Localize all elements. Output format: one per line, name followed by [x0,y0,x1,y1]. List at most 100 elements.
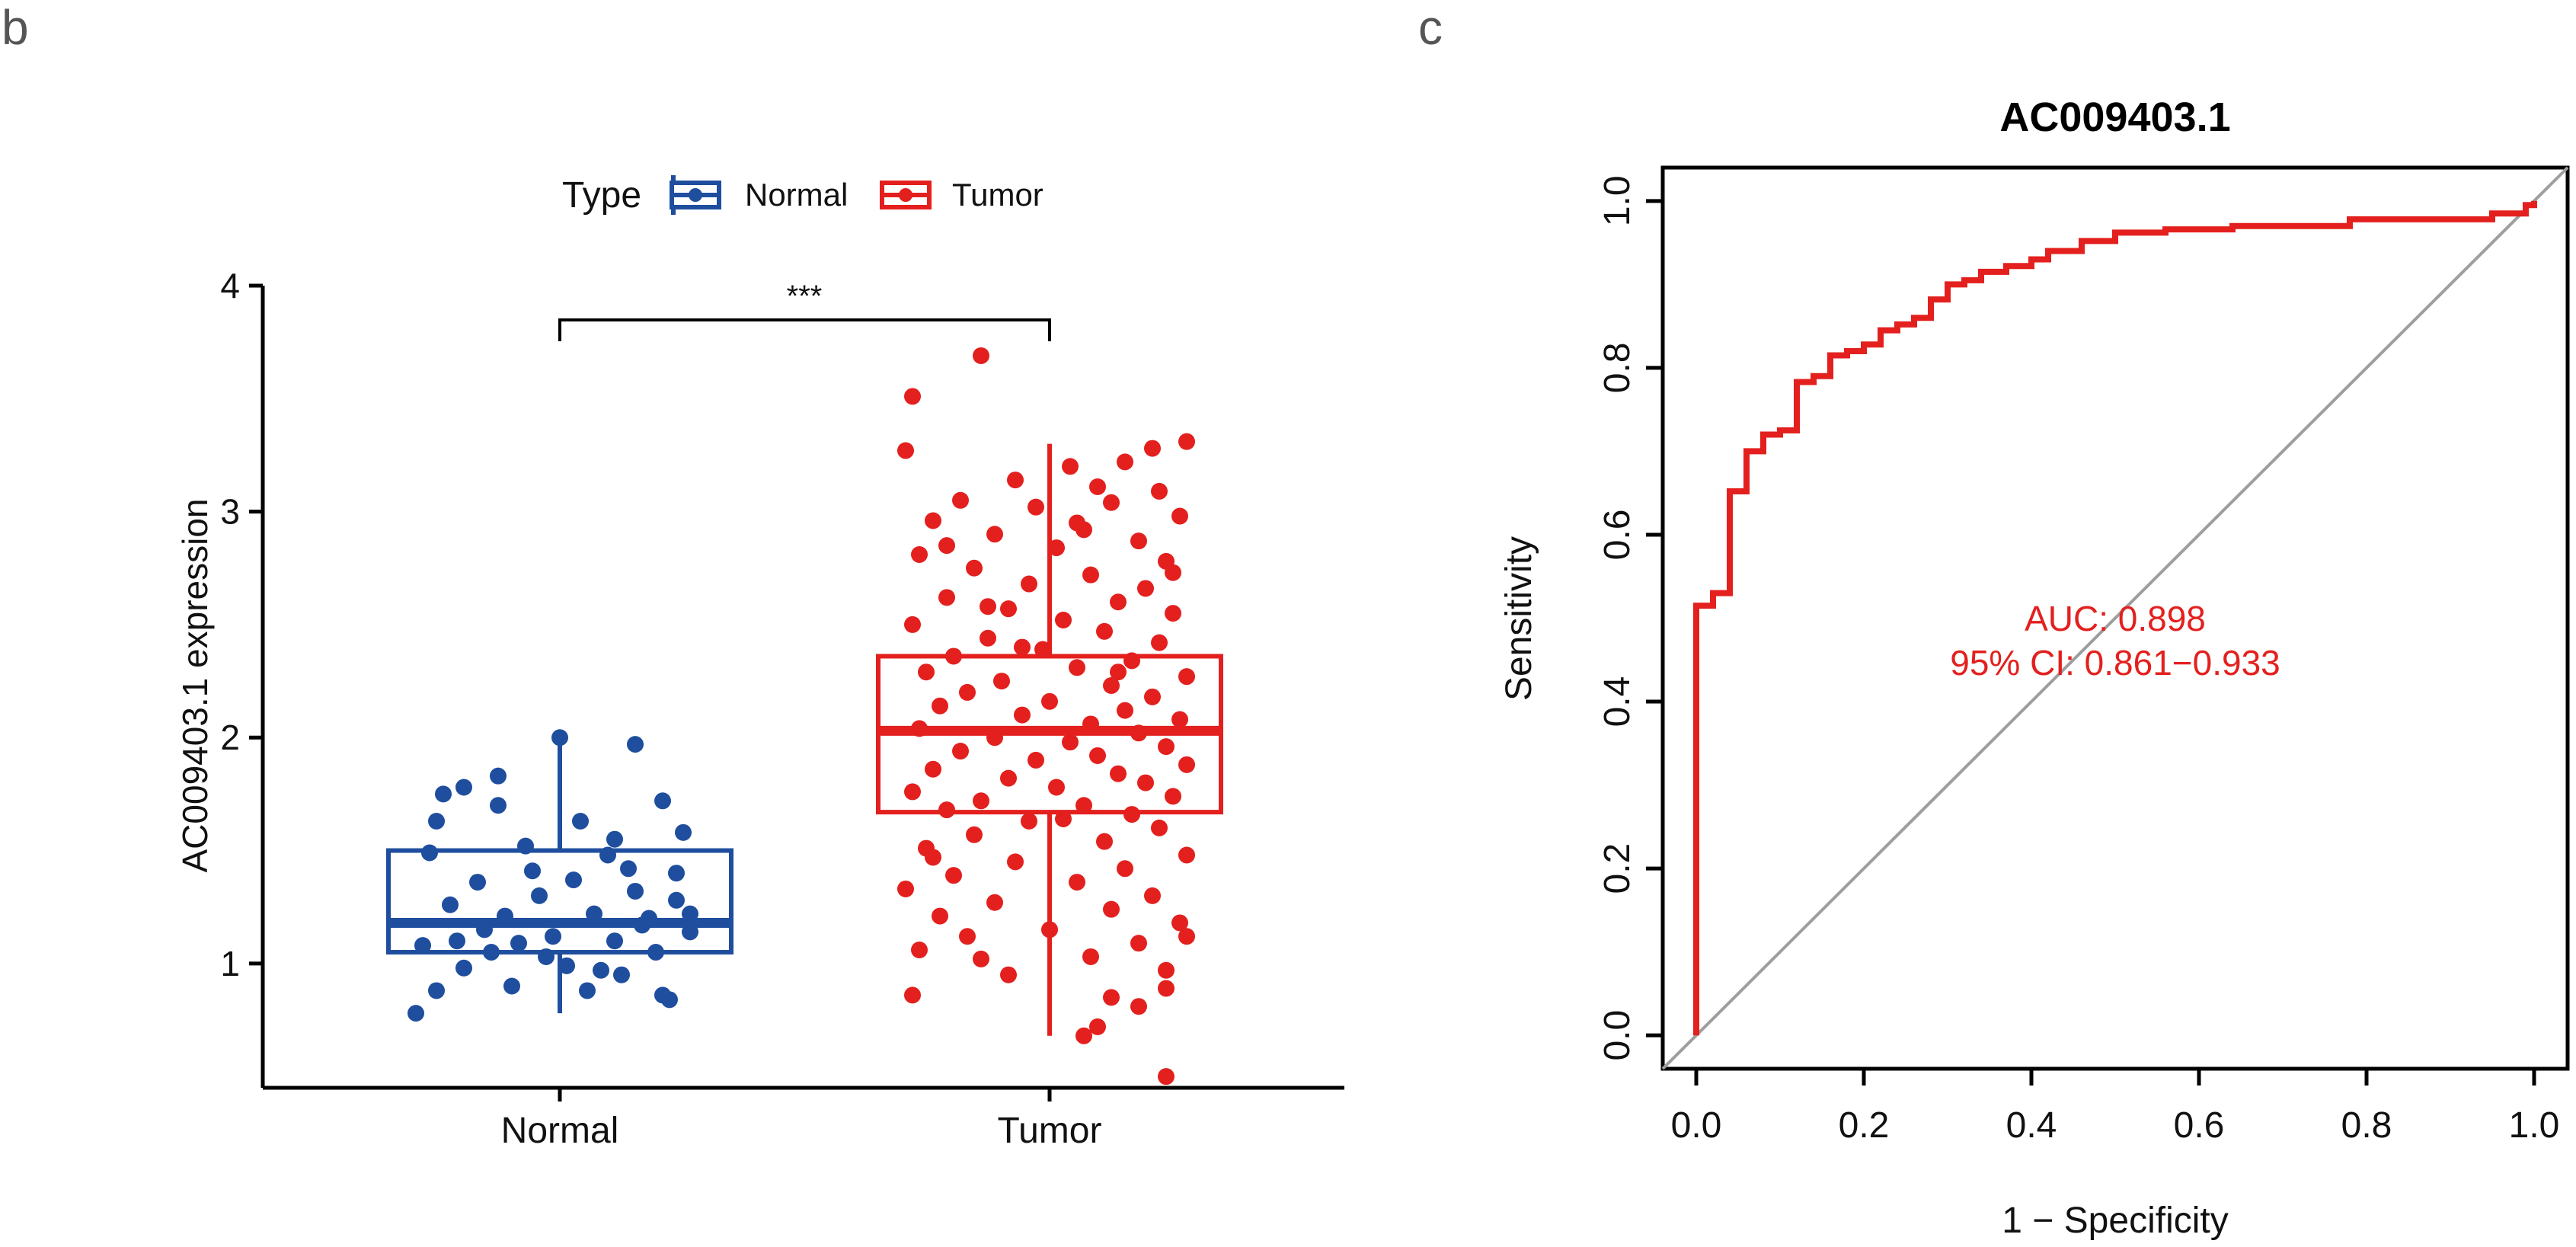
point-tumor-2 [897,442,914,459]
x-tick-label-5: 1.0 [2509,1105,2560,1146]
jitter-points [407,347,1195,1086]
point-normal-21 [483,944,500,961]
point-tumor-44 [1041,692,1058,710]
point-normal-34 [407,1005,424,1022]
x-tick-label-tumor: Tumor [998,1111,1102,1151]
point-tumor-73 [1096,833,1113,850]
x-tick-label-2: 0.4 [2006,1105,2057,1146]
reference-diagonal [1661,166,2569,1070]
x-axis-label: 1 − Specificity [2002,1201,2228,1241]
point-normal-3 [551,729,568,747]
point-tumor-48 [1171,711,1188,728]
point-tumor-86 [1041,921,1058,938]
point-tumor-21 [966,559,983,577]
point-normal-35 [579,982,596,999]
point-tumor-18 [1048,539,1065,557]
point-tumor-98 [1089,1018,1106,1035]
roc-curve-line [1693,200,2537,1036]
point-tumor-67 [1075,797,1092,814]
ci-label: 95% CI: 0.861−0.933 [1950,643,2280,683]
point-tumor-17 [1130,532,1147,550]
point-normal-6 [654,792,671,810]
point-tumor-6 [1062,458,1079,475]
point-tumor-96 [1000,966,1017,983]
iqr-box [386,848,733,955]
point-tumor-14 [925,512,941,529]
point-normal-7 [675,823,692,841]
point-tumor-27 [1000,600,1017,618]
point-tumor-71 [1151,819,1168,836]
point-tumor-85 [1171,914,1188,932]
point-tumor-102 [925,849,941,866]
point-tumor-64 [904,783,921,801]
y-tick-label-1: 0.2 [1597,843,1638,894]
point-tumor-100 [1158,1068,1175,1086]
point-tumor-43 [1144,688,1161,705]
point-normal-46 [606,830,623,848]
point-normal-17 [497,907,513,925]
point-normal-45 [490,797,507,814]
point-tumor-42 [959,683,976,701]
roc-panel: AC009403.1 0.0 0.2 0.4 0.6 0.8 1.0 0.00.20.40… [1499,94,2570,1241]
x-tick-label-3: 0.6 [2174,1105,2225,1146]
point-normal-14 [442,896,459,913]
point-tumor-104 [1110,663,1127,681]
point-tumor-107 [938,537,955,555]
legend-key-normal [670,175,721,215]
y-tick-label-0: 0.0 [1597,1010,1638,1061]
point-tumor-24 [1137,580,1154,597]
point-tumor-99 [1075,1027,1092,1044]
point-tumor-39 [1178,668,1195,686]
point-tumor-7 [1007,472,1024,489]
point-tumor-10 [952,491,969,509]
point-tumor-32 [980,629,996,647]
point-tumor-79 [1069,874,1085,891]
legend-label-normal: Normal [745,177,848,213]
point-tumor-80 [897,880,914,897]
point-tumor-36 [1123,652,1140,670]
point-normal-18 [586,905,602,922]
point-normal-24 [510,935,527,952]
legend-label-tumor: Tumor [952,177,1044,213]
legend-title: Type [562,175,641,216]
boxplot-panel: Type Normal Tumor 1 2 3 4 Normal Tumor AC009… [175,175,1344,1151]
point-normal-28 [613,966,630,983]
point-tumor-65 [1165,788,1181,805]
point-tumor-50 [911,720,928,737]
point-tumor-90 [1082,948,1099,965]
point-tumor-94 [1158,980,1175,997]
point-tumor-97 [1130,998,1147,1015]
point-tumor-16 [986,526,1003,543]
point-tumor-57 [1028,751,1044,769]
point-tumor-40 [993,673,1010,690]
point-normal-2 [490,767,507,785]
point-normal-15 [668,891,685,909]
panel-label-b: b [2,0,29,55]
point-normal-41 [449,932,465,950]
point-tumor-31 [1096,622,1113,640]
point-tumor-88 [1130,935,1147,952]
y-tick-label-4: 0.8 [1597,343,1638,394]
point-tumor-56 [1089,747,1106,764]
y-tick-label-2: 3 [220,492,240,532]
point-tumor-91 [973,950,989,967]
point-tumor-82 [986,894,1003,911]
y-tick-label-2: 0.4 [1597,676,1638,727]
point-tumor-41 [1103,677,1120,695]
point-normal-0 [428,812,445,830]
point-tumor-52 [986,729,1003,747]
x-tick-label-4: 0.8 [2341,1105,2392,1146]
point-normal-25 [647,944,664,961]
point-normal-44 [668,865,685,882]
y-tick-label-3: 0.6 [1597,510,1638,561]
legend-key-tumor [880,181,932,209]
y-axis-ticks: 1 2 3 4 [220,266,263,983]
plot-frame [1660,165,2570,1071]
point-tumor-87 [959,928,976,945]
point-tumor-25 [938,589,955,606]
point-tumor-93 [904,986,921,1004]
point-normal-11 [469,874,486,891]
point-tumor-69 [1123,806,1140,823]
point-tumor-5 [1117,453,1133,471]
y-tick-label-3: 4 [220,266,240,305]
